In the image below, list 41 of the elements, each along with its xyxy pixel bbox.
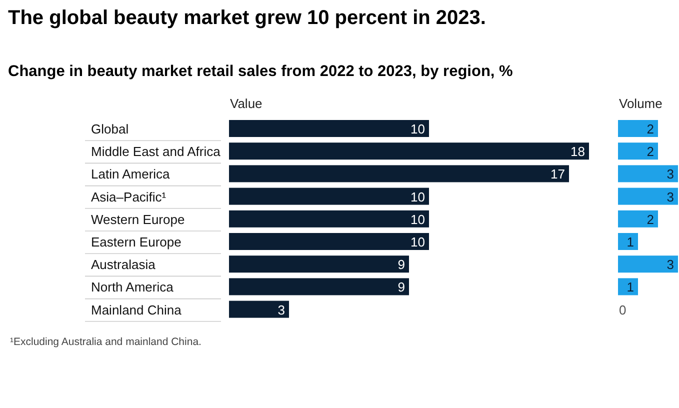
y-tick-label: Australasia bbox=[91, 257, 156, 272]
bar bbox=[229, 165, 569, 182]
y-tick-label: Eastern Europe bbox=[91, 234, 182, 250]
y-tick-label: Middle East and Africa bbox=[91, 144, 222, 160]
data-label: 1 bbox=[626, 234, 634, 250]
bar bbox=[229, 256, 409, 273]
bar bbox=[229, 233, 429, 250]
data-label: 10 bbox=[410, 122, 425, 136]
data-label: 3 bbox=[666, 166, 674, 182]
y-tick-label: Latin America bbox=[91, 166, 171, 182]
y-tick-label: North America bbox=[91, 280, 174, 295]
data-label: 0 bbox=[619, 302, 626, 318]
chart-title: The global beauty market grew 10 percent in 2023. bbox=[8, 7, 486, 29]
bar bbox=[229, 120, 429, 137]
data-label: 1 bbox=[626, 280, 634, 295]
y-tick-label: Western Europe bbox=[91, 212, 185, 227]
x-axis-title: Value bbox=[230, 96, 262, 111]
y-tick-label: Global bbox=[91, 122, 129, 136]
data-label: 17 bbox=[550, 166, 565, 182]
x-axis-title: Volume bbox=[619, 96, 662, 111]
text: ¹Excluding Australia and mainland China. bbox=[10, 336, 202, 348]
data-label: 3 bbox=[666, 257, 674, 272]
data-label: 3 bbox=[278, 302, 285, 318]
chart-subtitle: Change in beauty market retail sales from 2022 to 2023, by region, % bbox=[8, 63, 514, 80]
data-label: 10 bbox=[410, 189, 425, 204]
bar bbox=[229, 278, 409, 296]
y-tick-label: Asia–Pacific¹ bbox=[91, 189, 167, 204]
data-label: 2 bbox=[646, 144, 654, 160]
bar bbox=[229, 188, 429, 205]
data-label: 9 bbox=[398, 257, 405, 272]
y-tick-label: Mainland China bbox=[91, 302, 182, 318]
data-label: 3 bbox=[666, 189, 674, 204]
data-label: 2 bbox=[646, 122, 654, 136]
data-label: 2 bbox=[646, 212, 654, 227]
bar bbox=[229, 142, 589, 160]
data-label: 10 bbox=[410, 212, 425, 227]
bar bbox=[229, 210, 429, 228]
data-label: 18 bbox=[570, 144, 585, 160]
bar bbox=[229, 300, 289, 318]
data-label: 10 bbox=[410, 234, 425, 250]
data-label: 9 bbox=[398, 280, 405, 295]
